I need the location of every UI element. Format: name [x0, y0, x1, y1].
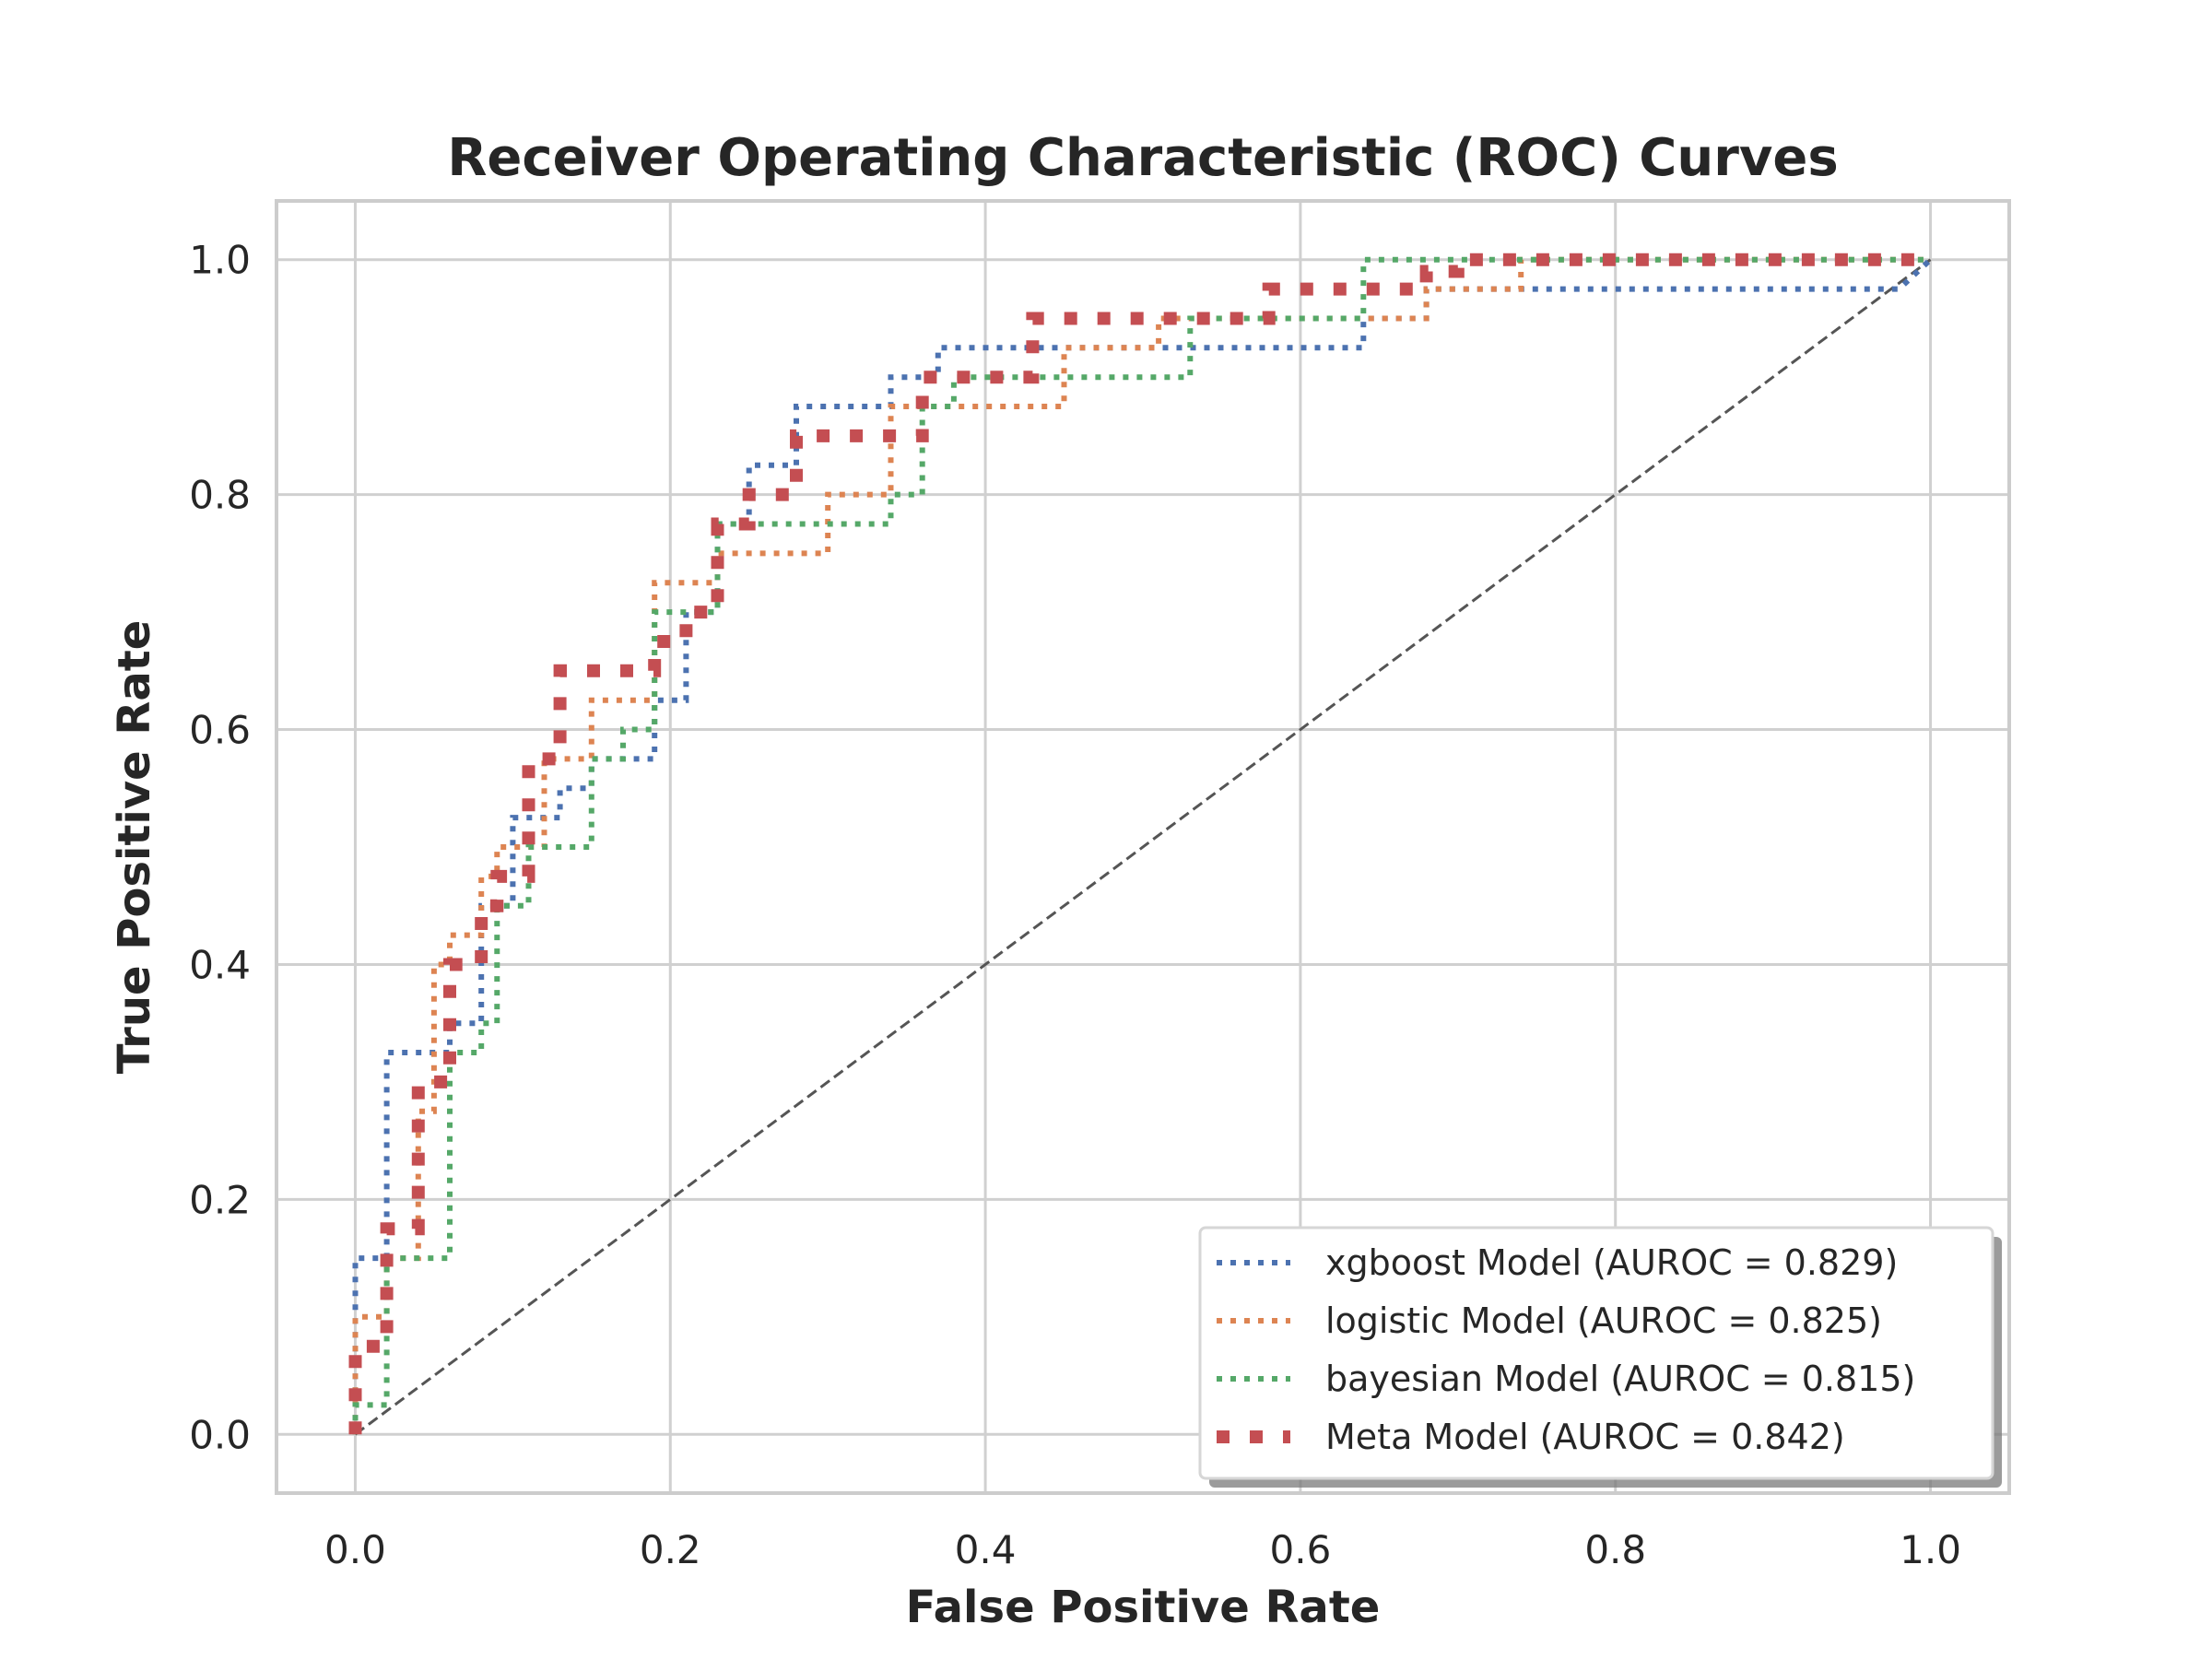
legend: xgboost Model (AUROC = 0.829) logistic Mo…: [1198, 1226, 2002, 1488]
x-tick-label: 0.0: [324, 1527, 386, 1572]
x-tick-label: 0.2: [640, 1527, 701, 1572]
x-tick-label: 0.8: [1584, 1527, 1646, 1572]
x-tick-labels: 0.0 0.2 0.4 0.6 0.8 1.0: [324, 1527, 1961, 1572]
y-tick-label: 0.2: [189, 1177, 251, 1222]
x-tick-label: 1.0: [1900, 1527, 1961, 1572]
y-tick-label: 1.0: [189, 238, 251, 283]
y-tick-label: 0.6: [189, 708, 251, 753]
reference-diagonal: [354, 258, 1932, 1436]
x-axis-label: False Positive Rate: [906, 1582, 1381, 1633]
series-line-1: [352, 256, 1931, 1435]
legend-entry-2: bayesian Model (AUROC = 0.815): [1325, 1359, 1915, 1399]
series-lines: [348, 253, 1933, 1435]
x-tick-label: 0.4: [955, 1527, 1017, 1572]
legend-entry-0: xgboost Model (AUROC = 0.829): [1325, 1242, 1898, 1283]
x-tick-label: 0.6: [1270, 1527, 1332, 1572]
y-tick-label: 0.0: [189, 1412, 251, 1457]
grid: [276, 201, 2009, 1493]
legend-box: [1198, 1226, 1994, 1480]
chance-diagonal-line: [354, 258, 1932, 1436]
plot-frame: [275, 199, 2011, 1495]
y-axis-label: True Positive Rate: [109, 620, 160, 1075]
y-tick-label: 0.8: [189, 473, 251, 518]
y-tick-labels: 0.0 0.2 0.4 0.6 0.8 1.0: [189, 238, 251, 1458]
chart-title: Receiver Operating Characteristic (ROC) …: [447, 128, 1838, 188]
legend-entry-3: Meta Model (AUROC = 0.842): [1325, 1417, 1845, 1457]
legend-entry-1: logistic Model (AUROC = 0.825): [1325, 1300, 1882, 1341]
y-tick-label: 0.4: [189, 942, 251, 987]
